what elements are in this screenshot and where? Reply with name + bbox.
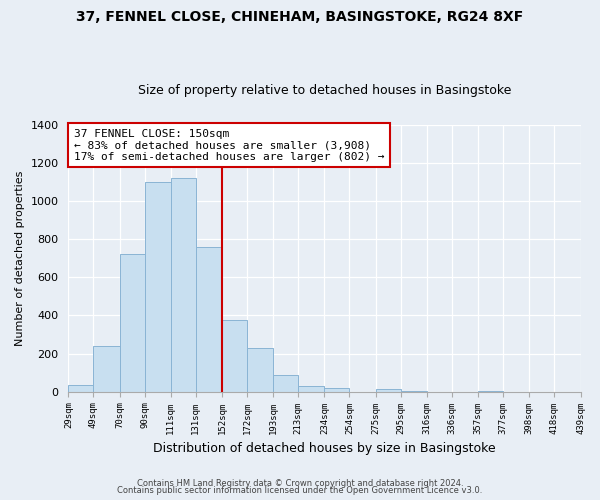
Bar xyxy=(298,386,325,392)
Bar xyxy=(376,389,401,392)
Text: 37, FENNEL CLOSE, CHINEHAM, BASINGSTOKE, RG24 8XF: 37, FENNEL CLOSE, CHINEHAM, BASINGSTOKE,… xyxy=(76,10,524,24)
X-axis label: Distribution of detached houses by size in Basingstoke: Distribution of detached houses by size … xyxy=(153,442,496,455)
Bar xyxy=(171,178,196,392)
Bar xyxy=(145,182,171,392)
Bar xyxy=(94,346,119,392)
Bar xyxy=(325,388,349,392)
Text: Contains public sector information licensed under the Open Government Licence v3: Contains public sector information licen… xyxy=(118,486,482,495)
Bar xyxy=(196,246,222,392)
Bar xyxy=(273,374,298,392)
Bar xyxy=(401,390,427,392)
Y-axis label: Number of detached properties: Number of detached properties xyxy=(15,170,25,346)
Title: Size of property relative to detached houses in Basingstoke: Size of property relative to detached ho… xyxy=(138,84,511,97)
Bar xyxy=(222,320,247,392)
Bar xyxy=(478,390,503,392)
Bar xyxy=(68,385,94,392)
Text: Contains HM Land Registry data © Crown copyright and database right 2024.: Contains HM Land Registry data © Crown c… xyxy=(137,478,463,488)
Text: 37 FENNEL CLOSE: 150sqm
← 83% of detached houses are smaller (3,908)
17% of semi: 37 FENNEL CLOSE: 150sqm ← 83% of detache… xyxy=(74,128,384,162)
Bar xyxy=(119,254,145,392)
Bar xyxy=(247,348,273,392)
